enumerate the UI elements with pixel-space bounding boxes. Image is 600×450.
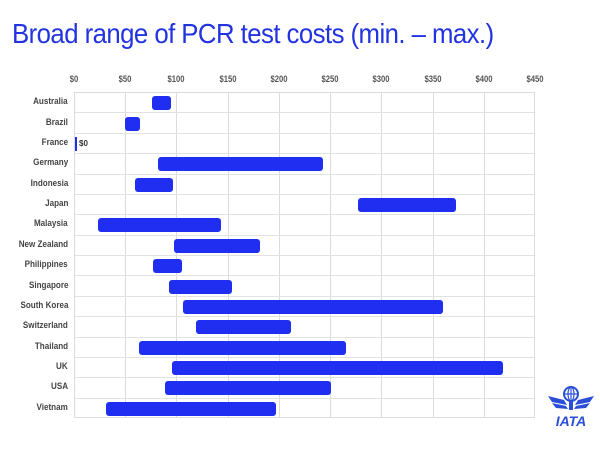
gridline-horizontal bbox=[75, 397, 534, 399]
chart-title: Broad range of PCR test costs (min. – ma… bbox=[12, 18, 494, 49]
gridline-horizontal bbox=[75, 255, 534, 256]
gridline-horizontal bbox=[75, 173, 534, 175]
range-bar bbox=[138, 340, 347, 355]
iata-logo-icon: IATA bbox=[548, 386, 594, 429]
range-bar bbox=[97, 218, 222, 233]
gridline-horizontal bbox=[75, 132, 534, 134]
x-tick-label: $0 bbox=[69, 74, 79, 84]
svg-text:IATA: IATA bbox=[556, 413, 587, 429]
range-bar bbox=[165, 381, 332, 396]
range-bar bbox=[357, 198, 457, 213]
range-bar bbox=[152, 259, 182, 274]
y-category-label: Vietnam bbox=[36, 401, 68, 413]
y-category-label: UK bbox=[56, 361, 68, 373]
y-category-label: Thailand bbox=[34, 340, 68, 352]
x-tick-label: $400 bbox=[475, 74, 493, 84]
range-bar bbox=[172, 361, 504, 376]
x-tick-label: $50 bbox=[118, 74, 132, 84]
plot-area: $0 bbox=[74, 92, 535, 418]
x-tick-label: $350 bbox=[424, 74, 442, 84]
range-bar bbox=[151, 96, 172, 111]
gridline-horizontal bbox=[75, 295, 534, 297]
range-bar bbox=[195, 320, 292, 335]
range-bar bbox=[125, 116, 140, 131]
gridline-horizontal bbox=[75, 112, 534, 114]
range-bar bbox=[105, 401, 276, 416]
gridline-horizontal bbox=[75, 153, 534, 155]
y-category-label: Malaysia bbox=[34, 218, 68, 230]
x-tick-label: $450 bbox=[526, 74, 544, 84]
range-bar bbox=[157, 157, 323, 172]
y-category-label: New Zealand bbox=[18, 238, 68, 250]
gridline-horizontal bbox=[75, 316, 534, 318]
gridline-horizontal bbox=[75, 234, 534, 236]
x-tick-label: $200 bbox=[270, 74, 288, 84]
gridline-horizontal bbox=[75, 214, 534, 216]
y-category-label: Japan bbox=[44, 198, 68, 210]
range-bar bbox=[75, 136, 77, 151]
gridline-horizontal bbox=[75, 193, 534, 195]
y-category-label: Brazil bbox=[46, 116, 68, 128]
range-bar bbox=[169, 279, 232, 294]
y-category-label: France bbox=[41, 136, 68, 148]
gridline-horizontal bbox=[75, 356, 534, 358]
y-category-label: Australia bbox=[33, 96, 68, 108]
x-tick-label: $150 bbox=[219, 74, 237, 84]
x-tick-label: $100 bbox=[167, 74, 185, 84]
range-bar bbox=[182, 299, 443, 314]
x-tick-label: $250 bbox=[321, 74, 339, 84]
bar-value-label: $0 bbox=[79, 138, 88, 148]
gridline-horizontal bbox=[75, 275, 534, 277]
x-tick-label: $300 bbox=[372, 74, 390, 84]
range-bar bbox=[135, 177, 174, 192]
y-category-label: Philippines bbox=[24, 259, 68, 271]
y-category-label: USA bbox=[50, 381, 68, 393]
y-category-label: Indonesia bbox=[30, 177, 68, 189]
gridline-horizontal bbox=[75, 336, 534, 338]
gridline-horizontal bbox=[75, 377, 534, 379]
y-category-label: Switzerland bbox=[23, 320, 68, 332]
y-category-label: Germany bbox=[32, 157, 68, 169]
range-bar bbox=[174, 238, 261, 253]
y-category-label: South Korea bbox=[19, 299, 68, 311]
y-category-label: Singapore bbox=[28, 279, 68, 291]
